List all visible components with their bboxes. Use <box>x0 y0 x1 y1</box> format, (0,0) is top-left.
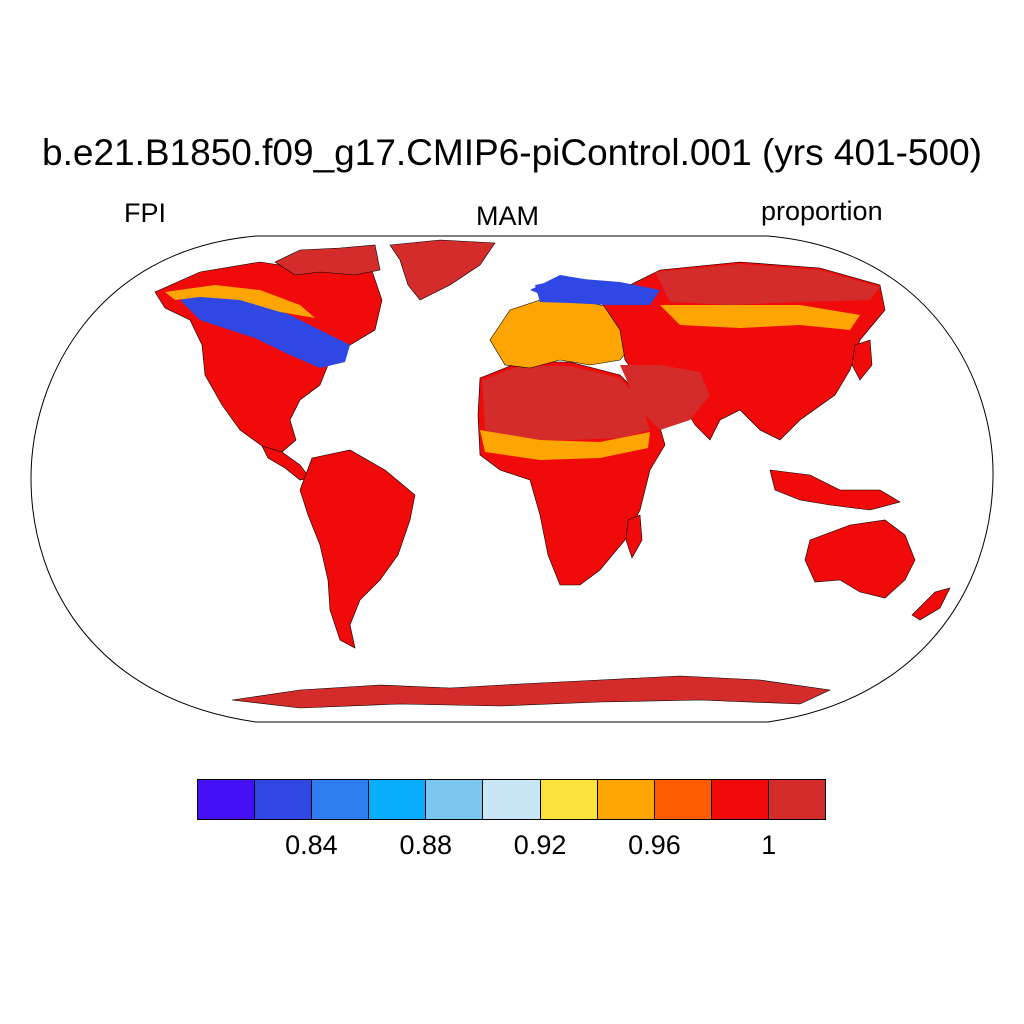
south-america <box>299 449 416 649</box>
colorbar-label: 0.96 <box>628 830 681 860</box>
arctic-islands <box>274 244 381 276</box>
japan <box>851 339 873 381</box>
sahara <box>482 366 650 440</box>
colorbar-label: 0.92 <box>513 830 567 860</box>
units-label: proportion <box>761 196 883 226</box>
central-america <box>261 445 311 481</box>
variable-label: FPI <box>124 198 167 228</box>
colorbar-label: 1 <box>761 830 777 860</box>
colorbar-box-5 <box>483 780 541 819</box>
boreal-band-na <box>180 292 350 368</box>
colorbar-box-8 <box>654 780 712 819</box>
new-zealand <box>911 587 951 621</box>
colorbar-box-7 <box>597 780 655 819</box>
colorbar-label: 0.88 <box>399 830 452 860</box>
middle-east <box>620 365 710 430</box>
madagascar <box>625 514 643 559</box>
indonesia <box>769 469 901 511</box>
map-boundary <box>30 235 994 723</box>
antarctica <box>231 675 832 709</box>
colorbar-label: 0.84 <box>285 830 338 860</box>
colorbar <box>197 779 826 820</box>
colorbar-box-2 <box>312 780 370 819</box>
colorbar-box-9 <box>711 780 769 819</box>
colorbar-box-3 <box>369 780 427 819</box>
colorbar-box-4 <box>426 780 484 819</box>
north-america <box>154 257 383 453</box>
plot-title: b.e21.B1850.f09_g17.CMIP6-piControl.001 … <box>42 132 982 173</box>
colorbar-box-1 <box>255 780 313 819</box>
season-label: MAM <box>476 201 539 231</box>
colorbar-box-0 <box>198 780 256 819</box>
australia <box>804 519 916 599</box>
colorbar-box-10 <box>768 780 826 819</box>
boreal-band-eurasia <box>535 278 660 305</box>
greenland <box>389 239 496 301</box>
siberia-north <box>655 264 880 305</box>
colorbar-box-6 <box>540 780 598 819</box>
